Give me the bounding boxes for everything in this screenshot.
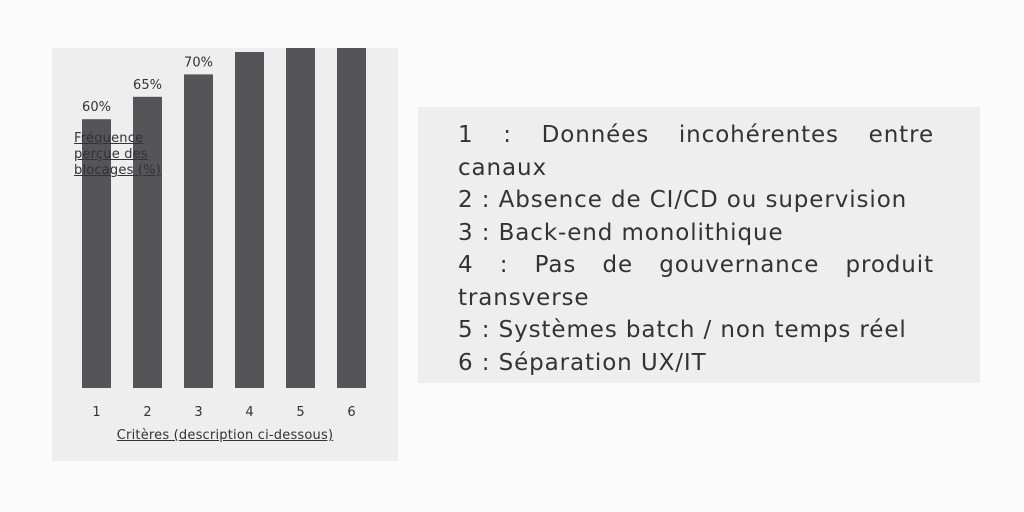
legend-item-3: 3 : Back-end monolithique <box>458 219 784 246</box>
x-tick-label-1: 1 <box>92 405 100 420</box>
bar-5 <box>286 48 315 388</box>
legend-item-2: 2 : Absence de CI/CD ou supervision <box>458 187 908 213</box>
bar-3 <box>184 74 213 389</box>
y-axis-label: Fréquence perçue des blocages (%) <box>74 131 161 178</box>
bar-1 <box>82 119 111 388</box>
value-label-3: 70% <box>184 55 213 70</box>
value-label-2: 65% <box>133 78 162 93</box>
value-label-1: 60% <box>82 100 111 115</box>
bar-chart: 60%165%270%375%480%585%6 <box>82 48 366 420</box>
criteria-legend-panel: 1 : Données incohérentes entre canaux 2 … <box>418 107 980 383</box>
criteria-legend-list: 1 : Données incohérentes entre canaux 2 … <box>458 119 934 379</box>
legend-item-5: 5 : Systèmes batch / non temps réel <box>458 317 907 343</box>
bar-6 <box>337 48 366 388</box>
x-tick-label-4: 4 <box>245 405 253 420</box>
bar-2 <box>133 96 162 389</box>
bar-4 <box>235 52 264 388</box>
x-tick-label-2: 2 <box>143 405 151 420</box>
x-tick-label-5: 5 <box>296 405 304 420</box>
legend-item-1: 1 : Données incohérentes entre canaux <box>458 122 934 181</box>
x-tick-label-3: 3 <box>194 405 202 420</box>
legend-item-4: 4 : Pas de gouvernance produit transvers… <box>458 252 934 311</box>
chart-panel: 60%165%270%375%480%585%6 Fréquence perçu… <box>52 48 398 461</box>
x-axis-label: Critères (description ci-dessous) <box>116 428 334 443</box>
x-tick-label-6: 6 <box>347 405 355 420</box>
legend-item-6: 6 : Séparation UX/IT <box>458 349 707 376</box>
